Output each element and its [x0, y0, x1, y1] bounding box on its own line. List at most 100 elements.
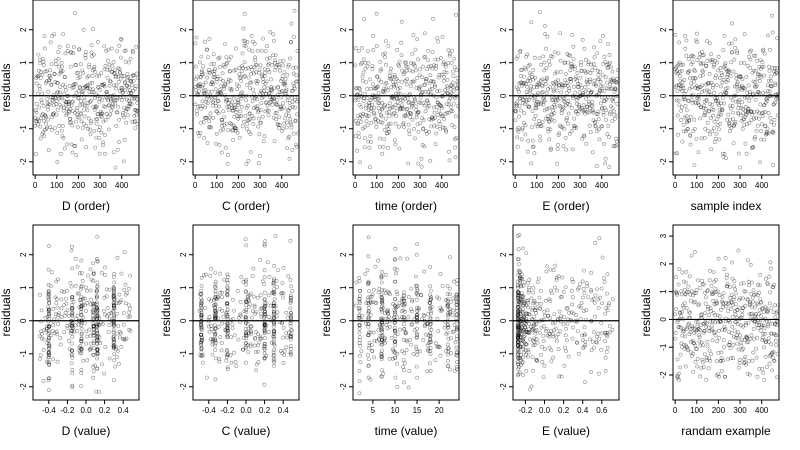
scatter-point [433, 66, 438, 71]
scatter-point [266, 61, 271, 66]
scatter-point [94, 117, 98, 122]
x-tick-label: 100 [50, 181, 64, 190]
scatter-point [407, 132, 412, 137]
scatter-point [52, 71, 57, 76]
scatter-point [438, 126, 443, 131]
scatter-point [380, 52, 385, 57]
scatter-point [437, 102, 442, 107]
scatter-point [193, 41, 198, 46]
scatter-point [228, 54, 233, 59]
scatter-point [448, 87, 453, 91]
scatter-point [444, 128, 448, 133]
scatter-point [119, 86, 124, 91]
scatter-point [436, 39, 440, 44]
scatter-point [106, 98, 111, 103]
scatter-point [194, 77, 198, 82]
scatter-point [394, 114, 399, 118]
scatter-point [369, 106, 374, 111]
scatter-point [420, 116, 424, 121]
scatter-point [269, 87, 274, 91]
scatter-point [126, 75, 131, 80]
scatter-point [367, 165, 372, 170]
scatter-point [230, 106, 235, 110]
scatter-point [294, 144, 299, 149]
scatter-point [527, 105, 532, 109]
scatter-point [80, 90, 85, 95]
scatter-point [531, 77, 536, 82]
scatter-point [102, 67, 107, 72]
scatter-point [223, 42, 227, 47]
y-tick-label: -1 [19, 350, 28, 358]
scatter-point [374, 124, 379, 129]
scatter-point [249, 33, 254, 38]
scatter-point [92, 65, 97, 69]
scatter-point [448, 105, 453, 109]
scatter-point [516, 129, 521, 134]
y-tick-label: -2 [339, 158, 348, 166]
scatter-point [539, 78, 543, 83]
scatter-point [563, 103, 568, 108]
scatter-point [228, 86, 233, 91]
scatter-point [252, 71, 256, 76]
scatter-point [452, 65, 457, 70]
scatter-point [378, 60, 383, 64]
scatter-point [52, 126, 57, 131]
scatter-point [536, 100, 541, 105]
scatter-point [265, 44, 270, 49]
scatter-point [42, 118, 46, 123]
scatter-point [519, 108, 524, 113]
scatter-point [400, 68, 405, 73]
scatter-point [55, 160, 60, 164]
scatter-point [116, 74, 121, 79]
scatter-point [397, 85, 402, 90]
scatter-point [374, 44, 379, 49]
scatter-point [212, 69, 217, 74]
scatter-point [449, 83, 454, 88]
scatter-point [72, 82, 77, 87]
scatter-point [211, 75, 216, 80]
scatter-point [81, 27, 86, 32]
scatter-point [513, 108, 518, 113]
scatter-point [548, 148, 553, 152]
scatter-point [67, 110, 72, 115]
scatter-point [35, 74, 40, 79]
scatter-point [368, 86, 373, 91]
scatter-point [271, 53, 275, 58]
scatter-point [520, 67, 525, 72]
scatter-point [97, 96, 102, 101]
scatter-point [285, 98, 290, 103]
scatter-point [84, 104, 89, 109]
scatter-point [269, 77, 274, 82]
scatter-point [270, 102, 275, 107]
scatter-point [133, 119, 138, 123]
scatter-point [277, 89, 282, 94]
scatter-point [35, 74, 40, 79]
scatter-point [427, 87, 432, 92]
scatter-point [225, 161, 230, 166]
scatter-point [292, 35, 296, 39]
scatter-point [101, 83, 106, 88]
scatter-point [563, 78, 568, 83]
y-tick-label: 1 [19, 285, 28, 290]
scatter-point [194, 88, 199, 93]
scatter-point [62, 98, 67, 103]
scatter-point [213, 87, 218, 92]
scatter-point [107, 84, 112, 88]
scatter-point [85, 108, 90, 113]
scatter-point [422, 144, 427, 149]
scatter-point [221, 127, 226, 132]
scatter-point [455, 80, 460, 85]
scatter-point [388, 106, 393, 111]
scatter-point [357, 86, 362, 90]
scatter-point [123, 80, 128, 84]
scatter-point [238, 109, 243, 114]
scatter-point [424, 77, 429, 81]
y-tick-label: -2 [339, 383, 348, 391]
y-tick-label: 1 [499, 285, 508, 290]
scatter-point [402, 60, 407, 65]
scatter-point [91, 105, 96, 110]
scatter-point [47, 73, 52, 78]
scatter-point [102, 84, 107, 89]
scatter-point [69, 142, 74, 147]
scatter-point [63, 75, 67, 80]
